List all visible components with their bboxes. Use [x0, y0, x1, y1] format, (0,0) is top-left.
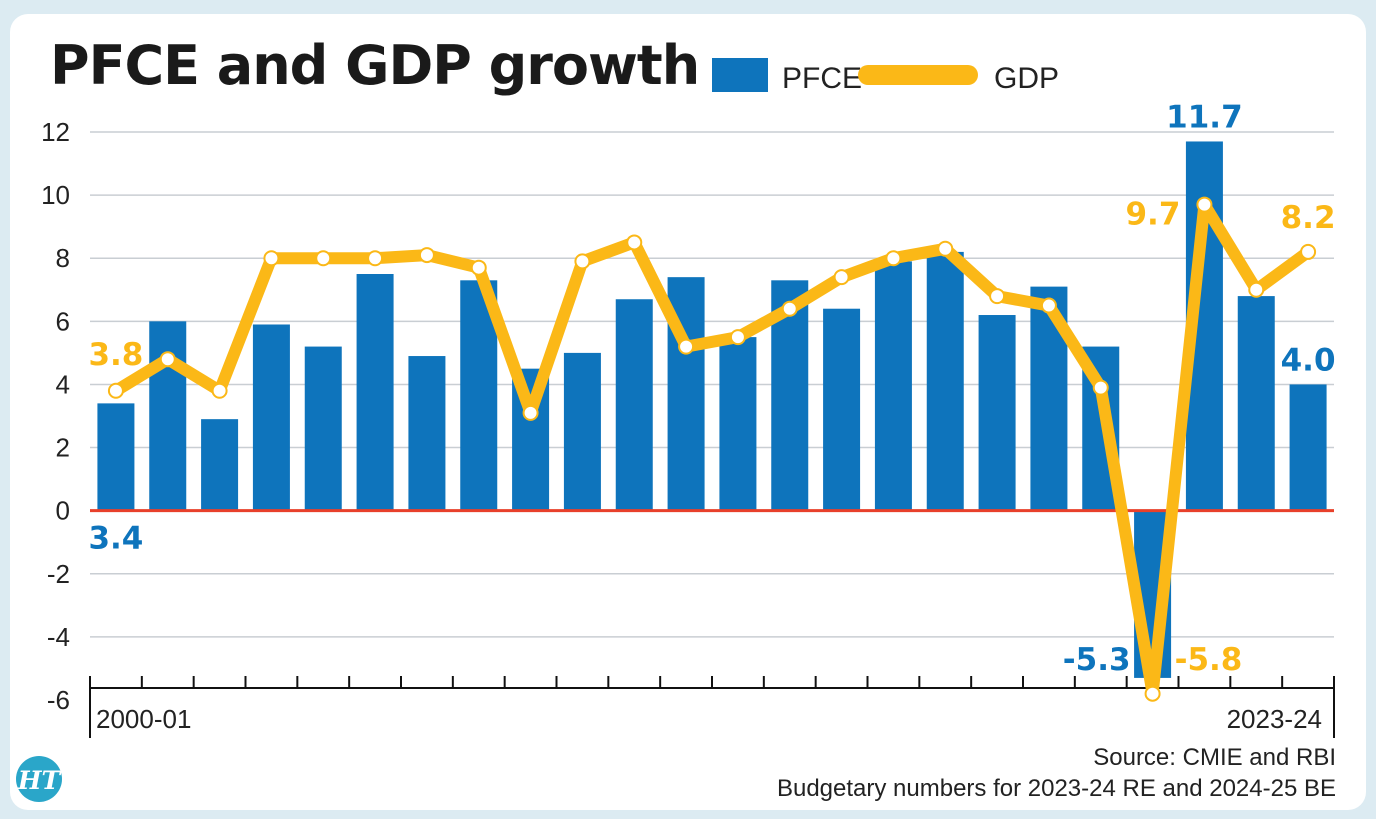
x-axis [89, 676, 1335, 738]
pfce-bar [563, 352, 601, 511]
gdp-label-last: 8.2 [1281, 200, 1336, 236]
gdp-point [1248, 281, 1265, 298]
ht-logo: HT [16, 756, 63, 802]
chart-title: PFCE and GDP growth [50, 34, 699, 97]
gdp-point [418, 247, 435, 264]
pfce-bar [926, 251, 964, 511]
gdp-point [1196, 196, 1213, 213]
gdp-point [781, 300, 798, 317]
gdp-point [678, 338, 695, 355]
pfce-bar [149, 321, 187, 511]
pfce-bar [1237, 296, 1275, 511]
y-tick-label: 10 [41, 180, 70, 210]
gdp-point [1300, 243, 1317, 260]
y-tick-label: 6 [56, 306, 70, 336]
gdp-point [574, 253, 591, 270]
pfce-bar [874, 261, 912, 511]
source-note: Source: CMIE and RBI [1093, 744, 1336, 771]
gdp-label-first: 3.8 [88, 337, 143, 373]
pfce-bar [304, 346, 342, 511]
pfce-bar [356, 274, 394, 511]
y-tick-label: -6 [47, 685, 70, 715]
gdp-point [626, 234, 643, 251]
legend-gdp-label: GDP [994, 62, 1059, 95]
gdp-label-peak: 9.7 [1125, 197, 1180, 233]
pfce-bar [252, 324, 290, 511]
gdp-point [1040, 297, 1057, 314]
y-tick-label: 0 [56, 496, 70, 526]
pfce-bar [823, 308, 861, 511]
gdp-point [263, 250, 280, 267]
gdp-point [315, 250, 332, 267]
gdp-series-line [109, 198, 1315, 700]
legend-pfce-label: PFCE [782, 62, 862, 95]
y-tick-label: -2 [47, 559, 70, 589]
legend-pfce-swatch [712, 58, 768, 92]
ht-logo-text: HT [17, 766, 63, 795]
y-tick-label: -4 [47, 622, 70, 652]
y-tick-label: 4 [56, 369, 70, 399]
y-tick-label: 12 [41, 117, 70, 147]
gdp-point [107, 382, 124, 399]
gdp-point [885, 250, 902, 267]
gdp-point [367, 250, 384, 267]
gdp-point [159, 351, 176, 368]
pfce-label-last: 4.0 [1281, 342, 1336, 378]
gdp-point [1144, 685, 1161, 702]
gdp-point [833, 269, 850, 286]
gdp-point [211, 382, 228, 399]
y-tick-label: 8 [56, 243, 70, 273]
x-label-first: 2000-01 [96, 704, 191, 734]
legend: PFCE GDP [712, 58, 1059, 95]
gdp-point [470, 259, 487, 276]
y-tick-label: 2 [56, 433, 70, 463]
pfce-bar [978, 315, 1016, 511]
pfce-label-peak: 11.7 [1166, 99, 1243, 135]
budget-note: Budgetary numbers for 2023-24 RE and 202… [777, 775, 1336, 802]
x-label-last: 2023-24 [1227, 704, 1322, 734]
gdp-point [1092, 379, 1109, 396]
gdp-point [989, 288, 1006, 305]
pfce-bar [1289, 384, 1327, 511]
pfce-bar [719, 337, 757, 511]
gdp-point [937, 240, 954, 257]
pfce-bar [201, 419, 239, 511]
gdp-point [522, 404, 539, 421]
pfce-bar [408, 356, 446, 511]
pfce-bar [615, 299, 653, 511]
ht-logo-circle [16, 756, 62, 802]
pfce-label-first: 3.4 [88, 521, 143, 557]
gdp-line [107, 196, 1317, 702]
pfce-label-covid: -5.3 [1063, 642, 1131, 678]
y-axis-ticks: 12 10 8 6 4 2 0 -2 -4 -6 [41, 117, 70, 715]
data-labels: 3.8 3.4 -5.3 -5.8 11.7 9.7 8.2 4.0 [88, 99, 1335, 677]
gdp-point [729, 329, 746, 346]
gdp-label-covid: -5.8 [1175, 642, 1243, 678]
pfce-bar [97, 403, 135, 511]
